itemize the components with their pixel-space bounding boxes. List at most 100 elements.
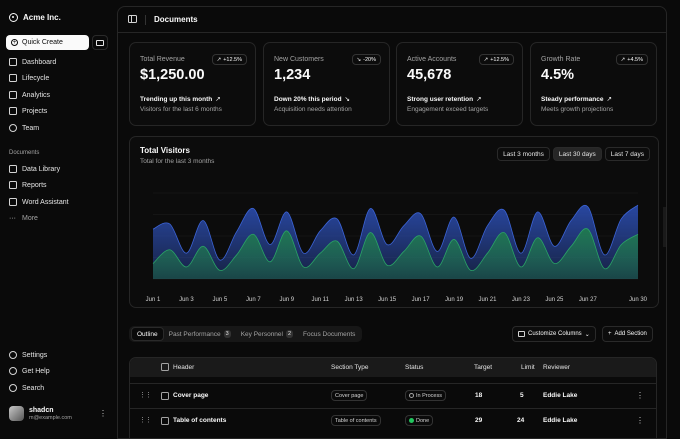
card-value: 4.5%: [541, 67, 575, 83]
row-checkbox[interactable]: [161, 417, 169, 425]
card-description: Meets growth projections: [541, 106, 614, 113]
documents-section-label: Documents: [9, 150, 40, 156]
add-section-button[interactable]: + Add Section: [602, 326, 653, 342]
brand[interactable]: Acme Inc.: [9, 13, 61, 22]
stat-card-active-accounts: Active Accounts 45,678 ↗ +12.5% Strong us…: [396, 42, 523, 126]
scrollbar[interactable]: [663, 207, 666, 247]
sidebar-item-team[interactable]: Team: [9, 122, 39, 134]
table-row[interactable]: ⋮⋮ Table of contents Table of contents D…: [130, 408, 656, 432]
search-icon: [9, 384, 17, 392]
card-footer: Trending up this month ↗: [140, 95, 221, 104]
cell-limit[interactable]: 24: [517, 417, 525, 424]
select-all-checkbox[interactable]: [161, 363, 169, 371]
sidebar-item-label: Analytics: [22, 91, 51, 99]
card-title: New Customers: [274, 56, 324, 63]
kebab-menu-icon[interactable]: ⋮: [99, 409, 107, 418]
cell-limit[interactable]: 5: [520, 392, 524, 399]
cell-target[interactable]: 18: [475, 392, 483, 399]
tab-key-personnel[interactable]: Key Personnel 2: [236, 327, 298, 341]
section-tabs: Outline Past Performance 3 Key Personnel 2…: [129, 326, 363, 342]
drag-handle-icon[interactable]: ⋮⋮: [139, 392, 152, 399]
card-title: Total Revenue: [140, 56, 185, 63]
cell-header[interactable]: Cover page: [173, 392, 209, 399]
card-footer: Steady performance ↗: [541, 95, 612, 104]
badge-label: +4.5%: [627, 56, 643, 63]
visitors-area-chart: Jun 1 Jun 3 Jun 5 Jun 7 Jun 9 Jun 11 Jun 13 Jun…: [146, 192, 648, 303]
sidebar-item-lifecycle[interactable]: Lifecycle: [9, 72, 49, 84]
cell-reviewer[interactable]: Eddie Lake: [543, 392, 578, 399]
user-menu[interactable]: shadcn m@example.com: [9, 406, 72, 421]
divider: [145, 15, 146, 25]
trend-down-icon: ↘: [356, 56, 362, 63]
sidebar-item-label: Word Assistant: [22, 198, 69, 206]
more-icon: ···: [9, 214, 16, 222]
row-checkbox[interactable]: [161, 392, 169, 400]
database-icon: [9, 165, 17, 173]
status-label: Done: [416, 417, 430, 424]
tab-label: Past Performance: [168, 330, 221, 338]
sidebar-item-more[interactable]: ··· More: [9, 212, 38, 224]
done-check-icon: [409, 418, 414, 423]
status-badge: In Process: [405, 390, 446, 401]
customize-columns-button[interactable]: Customize Columns ⌄: [512, 326, 596, 342]
tab-focus-documents[interactable]: Focus Documents: [298, 327, 360, 341]
sidebar-item-word-assistant[interactable]: Word Assistant: [9, 196, 69, 208]
card-description: Visitors for the last 6 months: [140, 106, 222, 113]
sidebar-item-projects[interactable]: Projects: [9, 105, 47, 117]
quick-create-button[interactable]: + Quick Create: [6, 35, 89, 50]
sidebar-item-dashboard[interactable]: Dashboard: [9, 56, 56, 68]
range-last-7-days[interactable]: Last 7 days: [604, 147, 650, 161]
row-actions-icon[interactable]: ⋮: [636, 391, 644, 400]
column-header: Header: [173, 364, 195, 371]
tab-outline[interactable]: Outline: [131, 327, 164, 341]
stat-card-total-revenue: Total Revenue $1,250.00 ↗ +12.5% Trending…: [129, 42, 256, 126]
trend-up-icon: ↗: [476, 96, 482, 103]
page-title: Documents: [154, 15, 198, 24]
cell-target[interactable]: 29: [475, 417, 483, 424]
card-footer: Down 20% this period ↘: [274, 95, 350, 104]
column-header: Limit: [521, 364, 535, 371]
badge-label: +12.5%: [490, 56, 509, 63]
sidebar-toggle-icon[interactable]: [128, 15, 137, 23]
drag-handle-icon[interactable]: ⋮⋮: [139, 417, 152, 424]
file-icon: [9, 198, 17, 206]
sidebar-item-data-library[interactable]: Data Library: [9, 163, 60, 175]
range-last-3-months[interactable]: Last 3 months: [497, 147, 550, 161]
stat-card-new-customers: New Customers 1,234 ↘ -20% Down 20% this …: [263, 42, 390, 126]
card-value: 1,234: [274, 67, 311, 83]
cell-header[interactable]: Table of contents: [173, 417, 227, 424]
gear-icon: [9, 351, 17, 359]
chart-title: Total Visitors: [140, 146, 190, 155]
customize-columns-label: Customize Columns: [528, 331, 582, 337]
range-toggle-group: Last 3 months Last 30 days Last 7 days: [497, 147, 650, 161]
sidebar-item-label: Dashboard: [22, 58, 57, 66]
quick-create-label: Quick Create: [22, 39, 63, 46]
sidebar-item-get-help[interactable]: Get Help: [9, 365, 50, 377]
card-footer-label: Down 20% this period: [274, 95, 342, 103]
user-name: shadcn: [29, 406, 54, 414]
range-last-30-days[interactable]: Last 30 days: [552, 147, 602, 161]
column-header: Reviewer: [543, 364, 571, 371]
tab-label: Focus Documents: [303, 330, 356, 338]
sidebar-item-analytics[interactable]: Analytics: [9, 89, 50, 101]
row-actions-icon[interactable]: ⋮: [636, 416, 644, 425]
sidebar-item-search[interactable]: Search: [9, 382, 44, 394]
section-type-badge: Cover page: [331, 390, 368, 401]
trend-badge: ↘ -20%: [351, 54, 381, 65]
tab-past-performance[interactable]: Past Performance 3: [164, 327, 236, 341]
trend-down-icon: ↘: [344, 96, 350, 103]
count-badge: 3: [223, 330, 231, 338]
sidebar-item-label: Projects: [22, 107, 48, 115]
table-row[interactable]: ⋮⋮ Cover page Cover page In Process 18 5…: [130, 383, 656, 407]
sidebar-item-settings[interactable]: Settings: [9, 349, 47, 361]
card-title: Growth Rate: [541, 56, 581, 63]
cell-reviewer[interactable]: Eddie Lake: [543, 417, 578, 424]
x-tick-label: Jun 1: [146, 297, 161, 303]
inbox-button[interactable]: [92, 35, 108, 50]
sidebar-item-reports[interactable]: Reports: [9, 179, 47, 191]
plus-icon: +: [608, 331, 612, 337]
sidebar-item-label: Search: [22, 384, 45, 392]
list-icon: [9, 74, 17, 82]
card-footer: Strong user retention ↗: [407, 95, 482, 104]
